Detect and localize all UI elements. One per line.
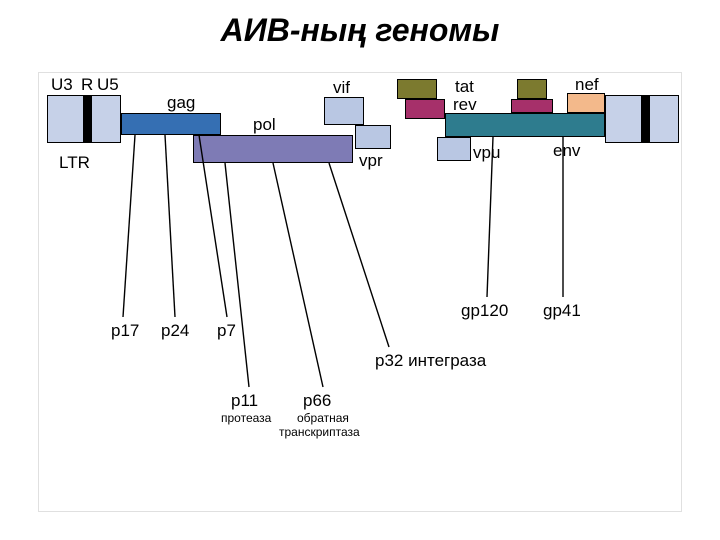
gene-tat2: [517, 79, 547, 99]
product-p66: p66: [303, 391, 331, 411]
ltr-u3-label: U3: [51, 75, 73, 95]
gene-pol: [193, 135, 353, 163]
ltr-right-r-band: [641, 95, 650, 143]
label-pol: pol: [253, 115, 276, 135]
label-env: env: [553, 141, 580, 161]
product-gp41: gp41: [543, 301, 581, 321]
label-rev: rev: [453, 95, 477, 115]
product-p11: p11: [231, 391, 258, 411]
genome-diagram: U3 R U5 LTR gag pol vif vpr tat rev vpu …: [38, 72, 682, 512]
ltr-r-label: R: [81, 75, 93, 95]
label-nef: nef: [575, 75, 599, 95]
gene-vpr: [355, 125, 391, 149]
product-p7: p7: [217, 321, 236, 341]
page-title: АИВ-ның геномы: [0, 0, 720, 49]
label-vif: vif: [333, 78, 350, 98]
gene-vpu: [437, 137, 471, 161]
gene-env: [445, 113, 605, 137]
label-vpr: vpr: [359, 151, 383, 171]
ltr-u5-label: U5: [97, 75, 119, 95]
ltr-left-r-band: [83, 95, 92, 143]
ltr-label: LTR: [59, 153, 90, 173]
label-tat: tat: [455, 77, 474, 97]
gene-rev2: [511, 99, 553, 113]
product-p11-sub: протеаза: [221, 411, 271, 425]
product-p32: p32 интеграза: [375, 351, 486, 371]
gene-vif: [324, 97, 364, 125]
product-p24: p24: [161, 321, 189, 341]
gene-gag: [121, 113, 221, 135]
product-p17: p17: [111, 321, 139, 341]
product-p66-sub2: транскриптаза: [279, 425, 360, 439]
gene-rev1: [405, 99, 445, 119]
product-p66-sub1: обратная: [297, 411, 349, 425]
gene-nef: [567, 93, 605, 113]
gene-tat1: [397, 79, 437, 99]
label-vpu: vpu: [473, 143, 500, 163]
label-gag: gag: [167, 93, 195, 113]
product-gp120: gp120: [461, 301, 508, 321]
